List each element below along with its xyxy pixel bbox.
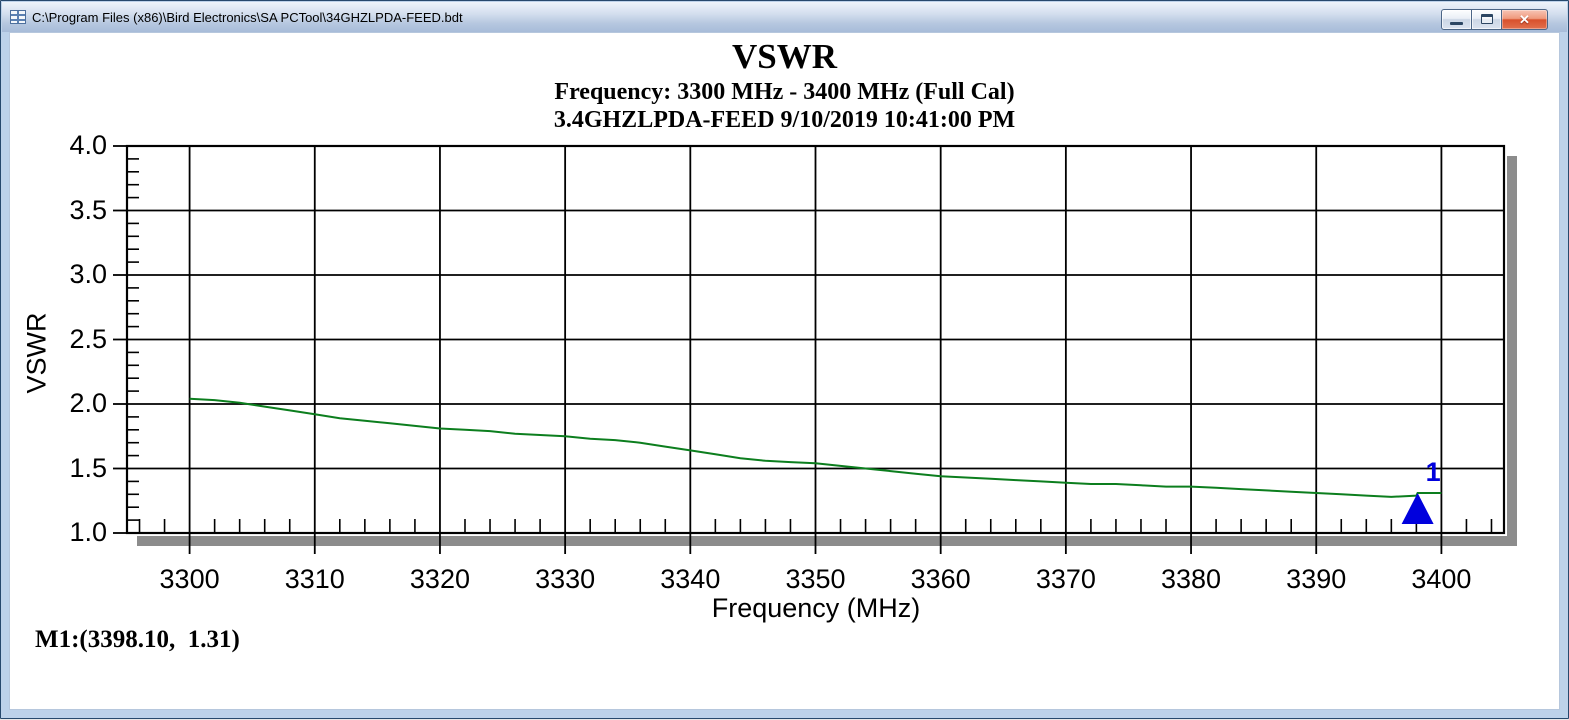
caption-buttons: ✕ [1441,9,1548,30]
minimize-button[interactable] [1441,9,1472,30]
app-icon [10,10,26,24]
chart-canvas [9,32,1560,710]
maximize-button[interactable] [1472,9,1501,30]
titlebar[interactable]: C:\Program Files (x86)\Bird Electronics\… [2,2,1567,32]
close-icon: ✕ [1519,12,1530,27]
minimize-icon [1450,22,1463,25]
maximize-icon [1480,14,1493,24]
window-title: C:\Program Files (x86)\Bird Electronics\… [32,9,463,25]
close-button[interactable]: ✕ [1501,9,1548,30]
